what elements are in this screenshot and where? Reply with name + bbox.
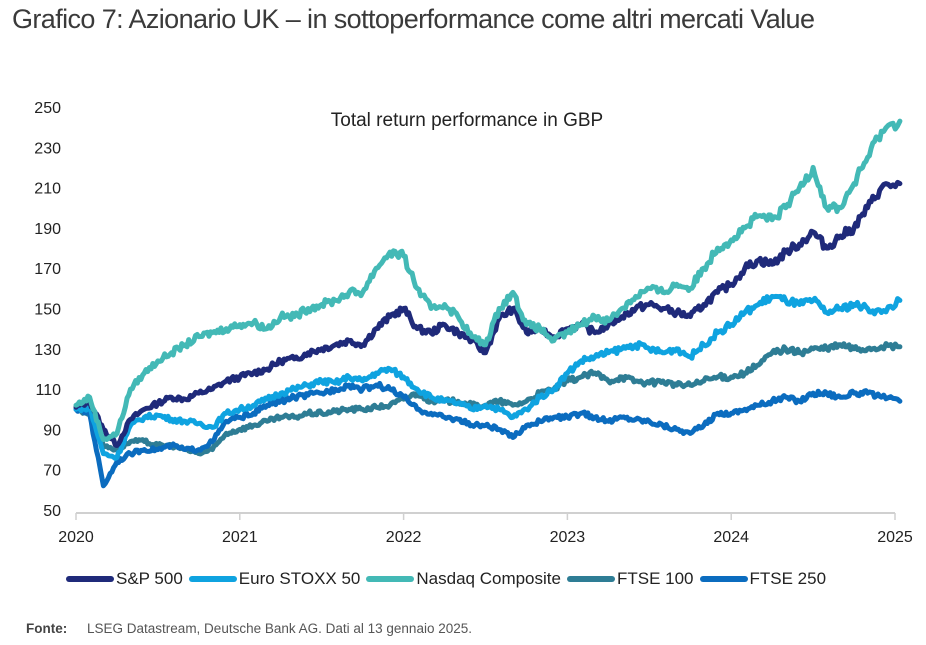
x-tick-label: 2023 [550,529,586,546]
x-tick-label: 2022 [386,529,422,546]
source-text: LSEG Datastream, Deutsche Bank AG. Dati … [87,621,472,636]
y-tick-label: 170 [34,261,61,278]
legend-label: Euro STOXX 50 [238,569,361,588]
y-tick-label: 190 [34,221,61,238]
legend-swatch [366,576,415,582]
y-tick-label: 210 [34,181,61,198]
legend-label: Nasdaq Composite [416,569,561,588]
legend-label: FTSE 250 [749,569,827,588]
y-tick-label: 250 [34,100,61,117]
legend-label: S&P 500 [116,569,183,588]
y-axis: 50 70 90 110 130 150 170 190 210 230 250 [34,100,61,520]
x-tick-label: 2020 [58,529,94,546]
legend-swatch [566,576,615,582]
y-tick-label: 90 [43,422,61,439]
legend-label: FTSE 100 [616,569,694,588]
y-tick-label: 230 [34,140,61,157]
y-tick-label: 130 [34,342,61,359]
x-tick-label: 2025 [877,529,913,546]
series-line-s-p-500 [73,179,903,448]
x-tick-label: 2021 [222,529,258,546]
series-line-euro-stoxx-50 [73,293,903,461]
legend-item-eurostoxx50: Euro STOXX 50 [188,569,361,589]
y-tick-label: 50 [43,503,61,520]
legend-swatch [66,576,114,582]
legend-swatch [188,576,237,582]
x-tick-label: 2024 [713,529,749,546]
legend-swatch [699,576,748,582]
line-chart: Total return performance in GBP 50 70 90 11… [34,100,913,546]
chart-subtitle: Total return performance in GBP [331,110,603,131]
source-label: Fonte: [26,621,68,636]
y-tick-label: 70 [43,463,61,480]
legend-item-sp500: S&P 500 [66,569,183,589]
series-line-ftse-250 [73,380,903,489]
source-note: Fonte: LSEG Datastream, Deutsche Bank AG… [26,621,472,636]
legend: S&P 500 Euro STOXX 50 Nasdaq Composite F… [66,569,832,589]
y-tick-label: 150 [34,302,61,319]
legend-item-ftse100: FTSE 100 [566,569,694,589]
series-line-nasdaq-composite [73,118,903,442]
legend-item-ftse250: FTSE 250 [699,569,827,589]
x-axis: 2020 2021 2022 2023 2024 2025 [58,512,913,546]
series-group [73,118,903,489]
page-title: Grafico 7: Azionario UK – in sottoperfor… [12,4,815,34]
legend-item-nasdaq: Nasdaq Composite [366,569,561,589]
y-tick-label: 110 [35,382,61,399]
